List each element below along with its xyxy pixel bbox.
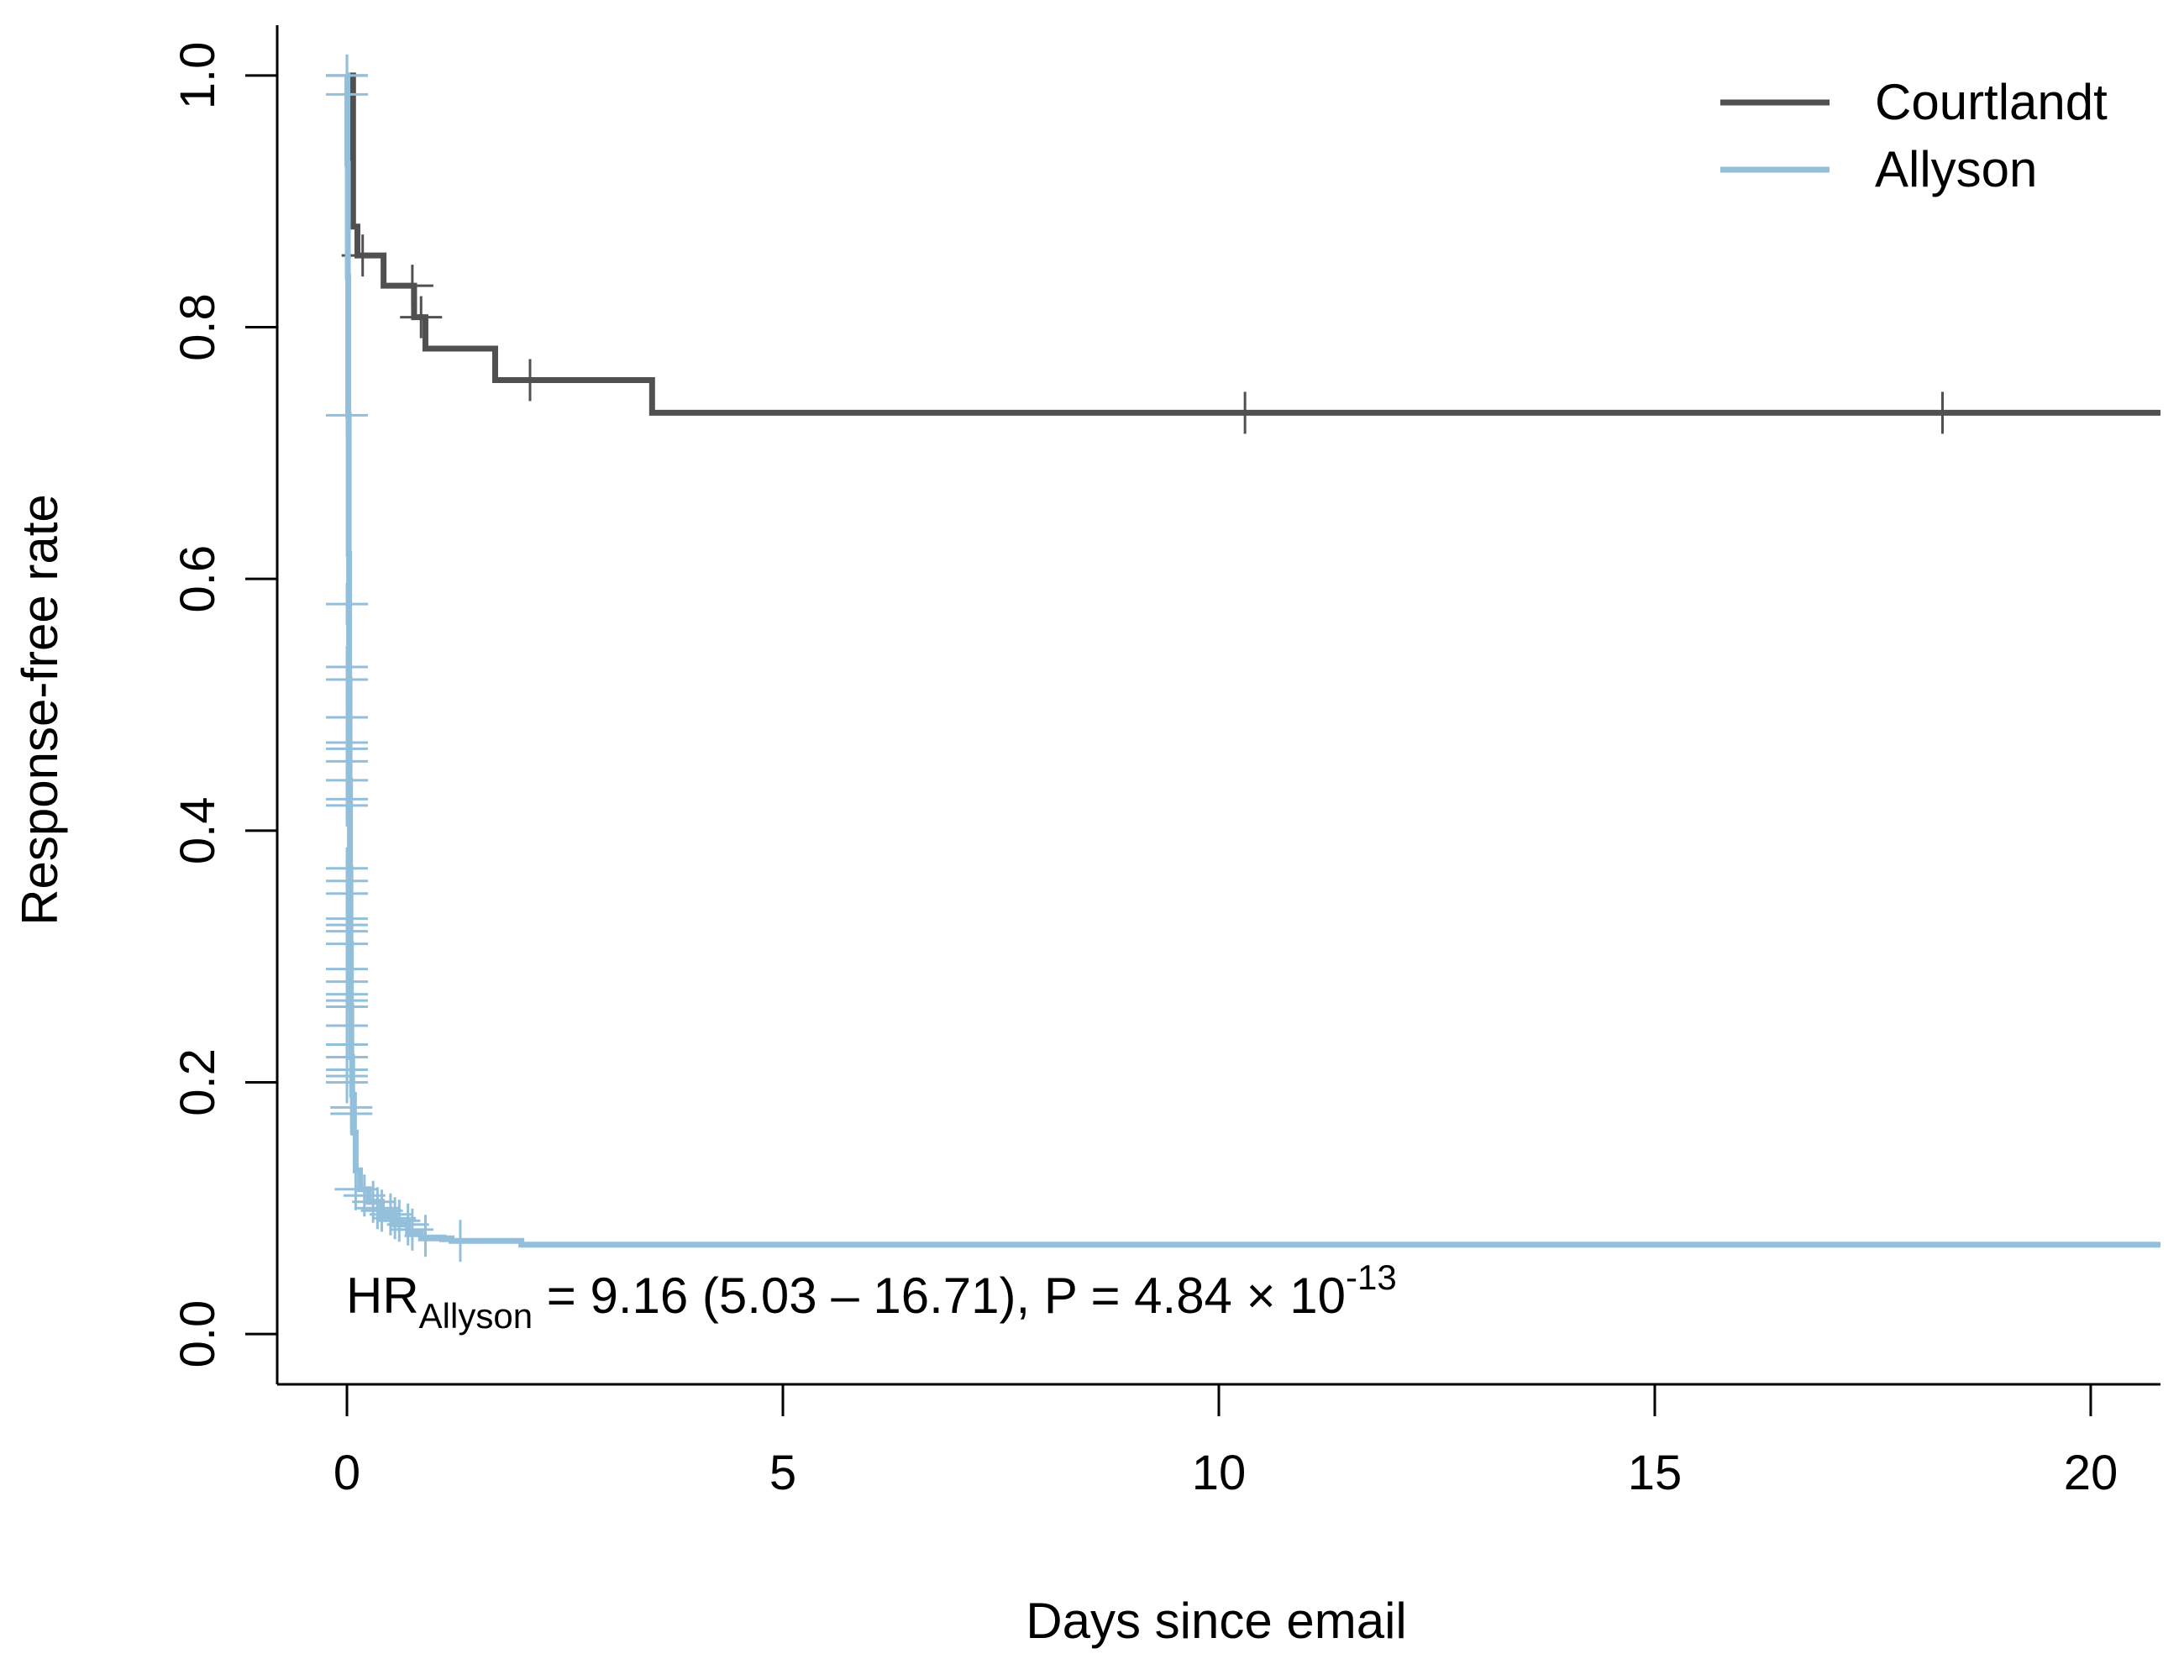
hr-main-text: = 9.16 (5.03 – 16.71), P = 4.84 × 10 [533,1268,1346,1324]
y-tick-label: 0.6 [171,545,225,613]
y-tick-label: 0.2 [171,1048,225,1116]
x-tick-label: 10 [1192,1446,1247,1500]
censor-mark-allyson [334,1168,377,1210]
censor-mark-courtlandt [400,296,443,339]
y-axis-title: Response-free rate [12,494,68,926]
series-line-courtlandt [347,72,2160,416]
p-exponent: -13 [1346,1257,1397,1297]
x-axis-title: Days since email [1026,1593,1407,1649]
y-tick-label: 0.8 [171,293,225,361]
legend-label-allyson: Allyson [1875,141,2037,197]
censor-mark-allyson [326,784,369,827]
legend-label-courtlandt: Courtlandt [1875,74,2108,130]
censor-mark-allyson [326,659,369,701]
censor-mark-allyson [386,1203,429,1246]
censor-mark-courtlandt [1921,391,1964,434]
x-tick-label: 20 [2064,1446,2118,1500]
censor-mark-allyson [326,73,369,116]
censor-mark-courtlandt [509,359,552,402]
y-tick-label: 0.4 [171,796,225,864]
censor-mark-courtlandt [391,265,433,307]
censor-mark-allyson [369,1193,412,1236]
y-tick-label: 0.0 [171,1300,225,1368]
y-tick-label: 1.0 [171,42,225,110]
censor-mark-allyson [330,1092,373,1135]
censor-mark-allyson [326,583,369,626]
censor-mark-allyson [404,1215,447,1257]
axes: 0.0 0.2 0.4 0.6 0.8 1.0 0 5 10 15 20 [171,25,2160,1500]
plot-area [326,54,2160,1263]
censor-mark-allyson [326,394,369,437]
hr-prefix: HR [346,1268,419,1324]
legend: Courtlandt Allyson [1720,74,2108,197]
x-tick-label: 15 [1628,1446,1683,1500]
censor-mark-courtlandt [1224,391,1267,434]
censor-mark-allyson [352,1180,395,1223]
x-tick-label: 0 [333,1446,360,1500]
censor-mark-allyson [438,1220,481,1263]
censor-mark-allyson [326,1061,369,1104]
hr-subscript: Allyson [419,1296,533,1336]
x-tick-label: 5 [769,1446,796,1500]
hazard-ratio-annotation: HRAllyson = 9.16 (5.03 – 16.71), P = 4.8… [346,1257,1397,1336]
series-line-allyson [344,72,2160,1248]
